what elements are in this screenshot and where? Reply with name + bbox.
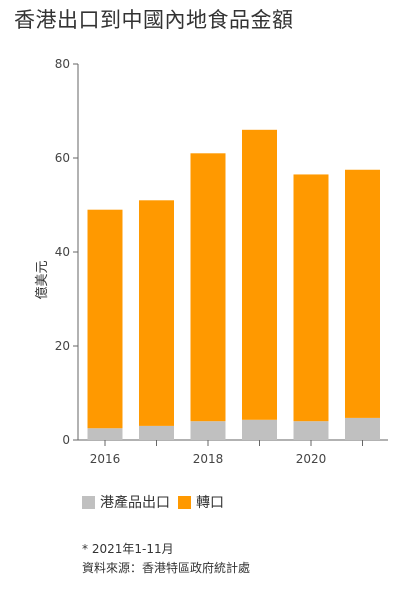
x-tick-label: 2016: [90, 452, 121, 466]
bar-re-exports-2017: [139, 200, 174, 426]
x-tick-label: 2020: [296, 452, 327, 466]
legend-item-local-exports: 港產品出口: [82, 492, 170, 512]
legend-label-local-exports: 港產品出口: [100, 495, 170, 511]
legend-label-re-exports: 轉口: [196, 495, 224, 511]
bar-chart: 0 20 40 60 80 億美元 2016 2018 2020: [34, 57, 388, 466]
y-axis-label: 億美元: [34, 260, 50, 299]
y-tick-label: 60: [55, 151, 70, 165]
bar-local-exports-2019: [242, 419, 277, 440]
bar-local-exports-2018: [190, 421, 226, 440]
y-tick-label: 20: [55, 339, 70, 353]
legend-item-re-exports: 轉口: [178, 492, 224, 512]
bar-re-exports-2021: [345, 169, 380, 418]
y-tick-label: 80: [55, 57, 70, 71]
bar-re-exports-2018: [190, 153, 226, 422]
footnote: * 2021年1-11月: [82, 542, 174, 556]
bar-local-exports-2017: [139, 425, 174, 440]
chart-title: 香港出口到中國內地食品金額: [14, 8, 294, 32]
legend: 港產品出口 轉口: [82, 492, 232, 512]
bar-re-exports-2020: [293, 174, 329, 422]
bar-local-exports-2020: [293, 421, 329, 440]
bar-re-exports-2016: [87, 209, 123, 429]
y-tick-label: 0: [62, 433, 70, 447]
x-tick-label: 2018: [193, 452, 224, 466]
bar-re-exports-2019: [242, 129, 277, 420]
source-note: 資料來源：香港特區政府統計處: [82, 561, 251, 575]
bar-local-exports-2021: [345, 417, 380, 440]
legend-swatch-re-exports: [178, 495, 191, 509]
legend-swatch-local-exports: [82, 495, 95, 509]
chart-notes: * 2021年1-11月 資料來源：香港特區政府統計處: [82, 540, 250, 578]
bar-local-exports-2016: [87, 428, 123, 440]
y-tick-label: 40: [55, 245, 70, 259]
